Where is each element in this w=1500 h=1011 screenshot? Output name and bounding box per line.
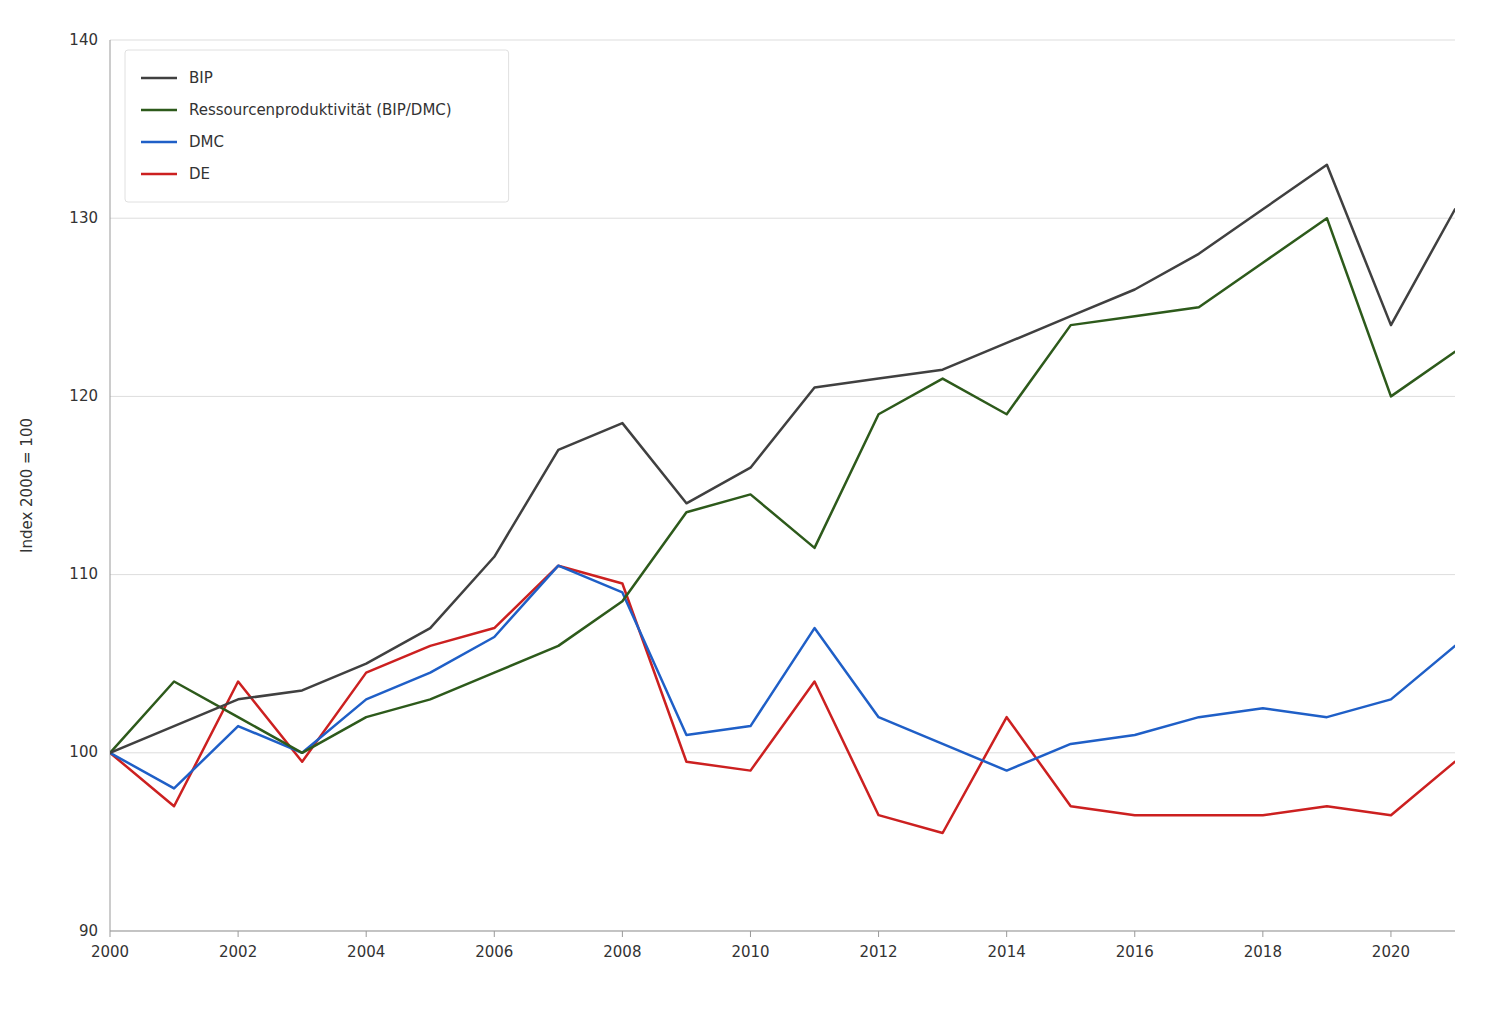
- x-tick: [622, 931, 623, 937]
- grid-line: [110, 752, 1455, 753]
- series-line: [110, 566, 1455, 789]
- series-line: [110, 566, 1455, 833]
- x-tick-label: 2010: [731, 943, 769, 961]
- y-tick-label: 90: [79, 922, 98, 940]
- plot-area: [110, 165, 1455, 833]
- grid-line: [110, 396, 1455, 397]
- grid-line: [110, 40, 1455, 41]
- y-axis-line: [110, 40, 111, 931]
- legend-swatch: [141, 173, 177, 176]
- chart-container: 90 100 110 120 130 140 2000 2002 2004 2006 2008 201…: [0, 0, 1500, 1011]
- series-line: [110, 165, 1455, 753]
- x-tick-label: 2018: [1244, 943, 1282, 961]
- x-tick-label: 2002: [219, 943, 257, 961]
- x-axis-line: [110, 931, 1455, 932]
- y-tick-label: 120: [69, 387, 98, 405]
- y-tick-label: 100: [69, 743, 98, 761]
- x-tick: [1134, 931, 1135, 937]
- x-tick-label: 2000: [91, 943, 129, 961]
- x-tick-label: 2006: [475, 943, 513, 961]
- legend-label: DE: [189, 165, 210, 183]
- grid-line: [110, 574, 1455, 575]
- x-tick: [110, 931, 111, 937]
- x-tick: [238, 931, 239, 937]
- y-tick-label: 130: [69, 209, 98, 227]
- x-tick-label: 2020: [1372, 943, 1410, 961]
- x-tick-label: 2012: [859, 943, 897, 961]
- legend-label: DMC: [189, 133, 224, 151]
- grid: [110, 40, 1455, 931]
- x-tick: [494, 931, 495, 937]
- axes: 90 100 110 120 130 140 2000 2002 2004 2006 2008 201…: [69, 31, 1455, 962]
- legend-swatch: [141, 141, 177, 144]
- x-tick: [1262, 931, 1263, 937]
- x-tick: [750, 931, 751, 937]
- x-tick-label: 2004: [347, 943, 385, 961]
- legend-swatch: [141, 77, 177, 80]
- grid-line: [110, 931, 1455, 932]
- x-tick-label: 2014: [988, 943, 1026, 961]
- legend-label: Ressourcenproduktivität (BIP/DMC): [189, 101, 452, 119]
- x-tick-label: 2016: [1116, 943, 1154, 961]
- chart-svg: 90 100 110 120 130 140 2000 2002 2004 2006 2008 201…: [0, 0, 1500, 1011]
- legend-label: BIP: [189, 69, 213, 87]
- legend-swatch: [141, 109, 177, 112]
- legend: BIP Ressourcenproduktivität (BIP/DMC) DMC D…: [125, 50, 509, 202]
- x-tick: [366, 931, 367, 937]
- legend-box: [125, 50, 509, 202]
- x-tick: [1006, 931, 1007, 937]
- grid-line: [110, 218, 1455, 219]
- y-tick-label: 110: [69, 565, 98, 583]
- y-axis-label: Index 2000 = 100: [18, 418, 36, 553]
- series-line: [110, 218, 1455, 753]
- x-tick-label: 2008: [603, 943, 641, 961]
- x-tick: [878, 931, 879, 937]
- y-tick-label: 140: [69, 31, 98, 49]
- x-tick: [1390, 931, 1391, 937]
